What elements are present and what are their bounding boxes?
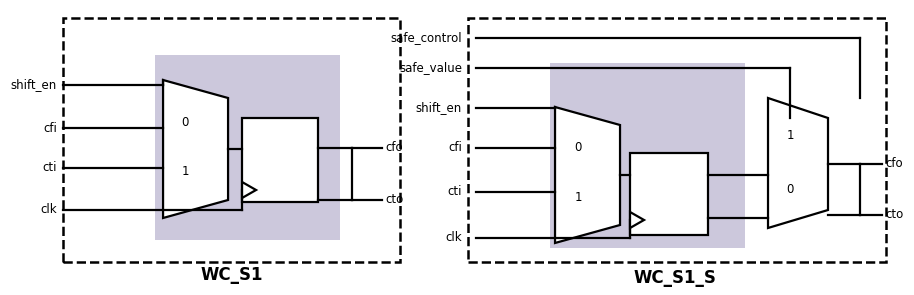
Polygon shape xyxy=(555,107,620,243)
Text: WC_S1_S: WC_S1_S xyxy=(633,269,717,287)
Text: cti: cti xyxy=(448,186,462,199)
Text: cfo: cfo xyxy=(385,142,403,155)
Bar xyxy=(155,55,340,240)
Text: clk: clk xyxy=(40,204,57,217)
Text: 0: 0 xyxy=(181,116,189,129)
Text: cto: cto xyxy=(885,209,903,222)
Text: cti: cti xyxy=(43,161,57,175)
Text: clk: clk xyxy=(445,232,462,245)
Polygon shape xyxy=(630,212,644,228)
Text: shift_en: shift_en xyxy=(11,78,57,91)
Polygon shape xyxy=(163,80,228,218)
Bar xyxy=(550,63,745,248)
Bar xyxy=(242,118,318,202)
Text: safe_value: safe_value xyxy=(399,61,462,75)
Text: cto: cto xyxy=(385,194,403,206)
Text: 1: 1 xyxy=(181,165,189,178)
Text: cfo: cfo xyxy=(885,158,903,171)
Text: WC_S1: WC_S1 xyxy=(201,266,263,284)
Text: cfi: cfi xyxy=(43,122,57,135)
Text: 1: 1 xyxy=(574,191,582,204)
Text: safe_control: safe_control xyxy=(390,32,462,45)
Text: shift_en: shift_en xyxy=(416,101,462,114)
Bar xyxy=(63,18,400,262)
Text: cfi: cfi xyxy=(448,142,462,155)
Bar xyxy=(468,18,886,262)
Polygon shape xyxy=(242,182,256,198)
Text: 0: 0 xyxy=(574,142,581,155)
Bar xyxy=(630,153,708,235)
Polygon shape xyxy=(768,98,828,228)
Text: 1: 1 xyxy=(786,129,793,142)
Text: 0: 0 xyxy=(786,183,793,196)
